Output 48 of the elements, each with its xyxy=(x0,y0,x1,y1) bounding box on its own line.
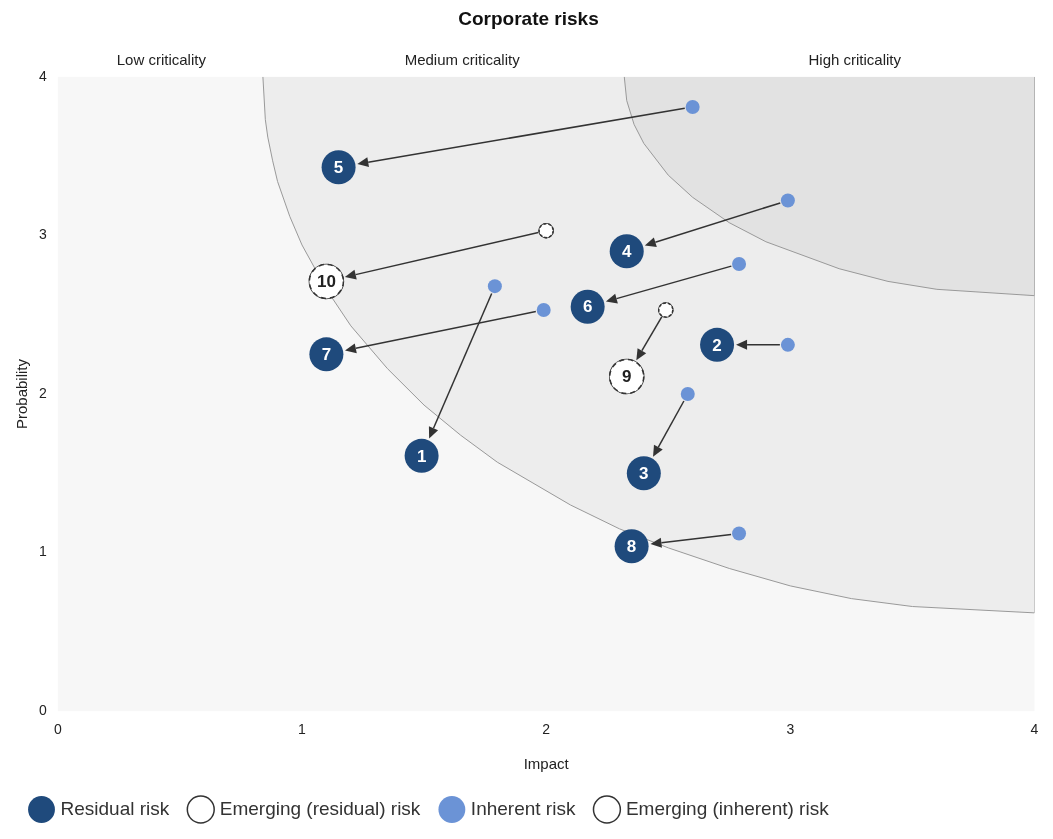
annotation: 9 xyxy=(621,367,632,387)
point xyxy=(309,337,344,372)
y-tick-label: 3 xyxy=(38,226,47,243)
point xyxy=(570,289,605,324)
annotation: 1 xyxy=(416,446,427,466)
point xyxy=(732,256,747,271)
text: Low criticality xyxy=(116,50,207,68)
annotation: 5 xyxy=(333,157,344,177)
point xyxy=(608,358,645,395)
point xyxy=(404,438,439,473)
y-tick-label: 2 xyxy=(38,384,47,401)
point xyxy=(700,327,735,362)
annotation: 4 xyxy=(621,241,632,261)
chart-title: Corporate risks xyxy=(458,7,599,29)
x-axis-title: Impact xyxy=(523,755,570,773)
x-tick-label: 1 xyxy=(298,721,307,738)
point xyxy=(321,150,356,185)
text: Medium criticality xyxy=(404,50,521,68)
y-tick-label: 0 xyxy=(38,702,47,719)
legend-label: Inherent risk xyxy=(470,797,576,819)
point xyxy=(780,193,795,208)
point xyxy=(685,99,700,114)
point xyxy=(536,302,551,317)
point xyxy=(780,337,795,352)
annotation: 3 xyxy=(639,463,649,483)
legend-label: Emerging (residual) risk xyxy=(219,797,421,819)
legend-label: Residual risk xyxy=(60,797,170,819)
annotation: 6 xyxy=(582,297,593,317)
y-tick-label: 1 xyxy=(38,543,47,560)
point xyxy=(609,234,644,269)
y-tick-label: 4 xyxy=(38,67,47,84)
x-tick-label: 4 xyxy=(1030,721,1039,738)
x-tick-label: 3 xyxy=(786,721,795,738)
x-tick-label: 0 xyxy=(53,721,62,738)
point xyxy=(626,456,661,491)
legend-label: Emerging (inherent) risk xyxy=(625,797,830,819)
point xyxy=(658,302,674,318)
annotation: 7 xyxy=(321,345,332,365)
point xyxy=(732,526,747,541)
y-axis-title: Probability xyxy=(13,358,31,430)
annotation: 8 xyxy=(626,536,637,556)
x-tick-label: 2 xyxy=(542,721,551,738)
annotation: 2 xyxy=(712,335,722,355)
text: High criticality xyxy=(808,50,902,68)
point xyxy=(487,279,502,294)
point xyxy=(680,387,695,401)
annotation: 10 xyxy=(316,272,336,292)
point xyxy=(538,222,554,239)
